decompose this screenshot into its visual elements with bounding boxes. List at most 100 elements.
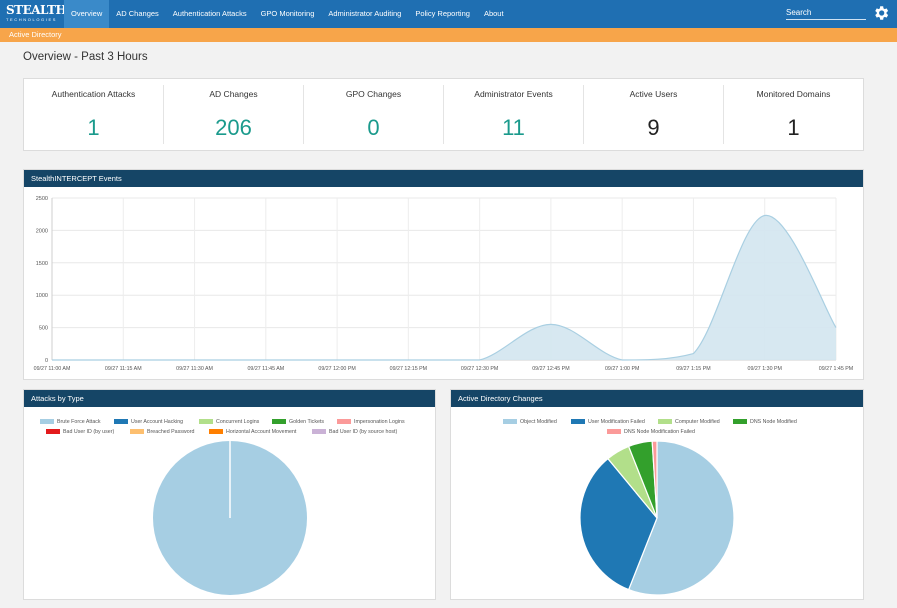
- legend-item-bad-user-id-host[interactable]: Bad User ID (by source host): [312, 429, 397, 435]
- page-title: Overview - Past 3 Hours: [23, 51, 148, 63]
- nav-administrator-auditing[interactable]: Administrator Auditing: [328, 9, 402, 18]
- attacks-panel: Attacks by Type Brute Force Attack User …: [23, 389, 436, 600]
- x-tick-label: 09/27 1:15 PM: [676, 366, 710, 372]
- stat-value: 206: [215, 115, 252, 140]
- panel-title: StealthINTERCEPT Events: [24, 170, 863, 187]
- y-tick-label: 500: [39, 326, 48, 332]
- stat-value: 11: [502, 115, 525, 140]
- main-nav: Overview AD Changes Authentication Attac…: [64, 0, 511, 28]
- legend-label: Breached Password: [147, 429, 195, 435]
- stat-monitored-domains[interactable]: Monitored Domains 1: [724, 85, 863, 144]
- legend-label: Concurrent Logins: [216, 419, 260, 425]
- legend-swatch: [199, 419, 213, 425]
- pie-slice-dns-node-modification-failed[interactable]: [651, 440, 658, 519]
- logo-subtext: TECHNOLOGIES: [6, 17, 57, 22]
- legend-item-breached-password[interactable]: Breached Password: [130, 429, 194, 435]
- events-panel: StealthINTERCEPT Events 0 500 1000 1500 2000…: [23, 169, 864, 380]
- nav-gpo-monitoring[interactable]: GPO Monitoring: [260, 9, 315, 18]
- legend-label: Horizontal Account Movement: [226, 429, 297, 435]
- x-tick-label: 09/27 1:30 PM: [748, 366, 782, 372]
- legend-item-golden-tickets[interactable]: Golden Tickets: [272, 419, 324, 425]
- legend-swatch: [312, 429, 326, 435]
- x-tick-label: 09/27 11:15 AM: [105, 366, 142, 372]
- ad-changes-panel: Active Directory Changes Object Modified…: [450, 389, 864, 600]
- stat-label: Monitored Domains: [756, 89, 831, 99]
- legend-swatch: [40, 419, 54, 425]
- legend-item-horizontal-account-movement[interactable]: Horizontal Account Movement: [209, 429, 296, 435]
- legend-swatch: [272, 419, 286, 425]
- x-tick-label: 09/27 12:45 PM: [532, 366, 569, 372]
- legend-label: Impersonation Logins: [354, 419, 405, 425]
- legend-swatch: [733, 419, 747, 425]
- events-area-chart[interactable]: 0 500 1000 1500 2000 2500 09/27 11:00 AM 09/27 …: [24, 188, 863, 380]
- events-line: [51, 214, 837, 361]
- stat-label: Administrator Events: [474, 89, 553, 99]
- legend-swatch: [114, 419, 128, 425]
- stats-summary: Authentication Attacks 1 AD Changes 206 …: [23, 78, 864, 151]
- legend-item-user-modification-failed[interactable]: User Modification Failed: [571, 419, 645, 425]
- x-tick-label: 09/27 11:00 AM: [34, 366, 71, 372]
- section-bar: Active Directory: [0, 28, 897, 42]
- stat-active-users[interactable]: Active Users 9: [584, 85, 724, 144]
- pie-slice-object-modified[interactable]: [627, 440, 735, 596]
- stat-label: AD Changes: [209, 89, 258, 99]
- legend-swatch: [337, 419, 351, 425]
- legend-swatch: [503, 419, 517, 425]
- nav-about[interactable]: About: [483, 9, 504, 18]
- legend-item-brute-force[interactable]: Brute Force Attack: [40, 419, 101, 425]
- legend-item-user-account-hacking[interactable]: User Account Hacking: [114, 419, 183, 425]
- gear-icon[interactable]: [872, 4, 890, 22]
- y-tick-label: 1000: [36, 293, 48, 299]
- search-input[interactable]: Search: [786, 7, 866, 20]
- stat-ad-changes[interactable]: AD Changes 206: [164, 85, 304, 144]
- stat-gpo-changes[interactable]: GPO Changes 0: [304, 85, 444, 144]
- stat-label: GPO Changes: [345, 89, 402, 99]
- legend-item-dns-node-modification-failed[interactable]: DNS Node Modification Failed: [607, 429, 695, 435]
- x-tick-label: 09/27 11:30 AM: [176, 366, 213, 372]
- legend-item-computer-modified[interactable]: Computer Modified: [658, 419, 720, 425]
- stat-label: Authentication Attacks: [51, 89, 136, 99]
- stat-value: 9: [647, 115, 660, 140]
- events-area: [52, 215, 836, 360]
- x-tick-label: 09/27 12:00 PM: [318, 366, 355, 372]
- x-tick-label: 09/27 11:45 AM: [247, 366, 284, 372]
- x-tick-label: 09/27 12:15 PM: [390, 366, 427, 372]
- attacks-legend: Brute Force Attack User Account Hacking …: [24, 412, 435, 442]
- legend-label: User Account Hacking: [131, 419, 184, 425]
- legend-label: Brute Force Attack: [57, 419, 101, 425]
- nav-authentication-attacks[interactable]: Authentication Attacks: [172, 9, 247, 18]
- legend-swatch: [607, 429, 621, 435]
- legend-item-concurrent-logins[interactable]: Concurrent Logins: [199, 419, 259, 425]
- legend-label: DNS Node Modification Failed: [624, 429, 695, 435]
- attacks-pie-chart[interactable]: [24, 438, 435, 598]
- legend-label: Bad User ID (by source host): [329, 429, 398, 435]
- section-label[interactable]: Active Directory: [9, 30, 62, 39]
- x-tick-label: 09/27 1:45 PM: [819, 366, 853, 372]
- nav-ad-changes[interactable]: AD Changes: [116, 9, 159, 18]
- y-tick-label: 1500: [36, 261, 48, 267]
- ad-changes-pie-chart[interactable]: [451, 438, 863, 598]
- legend-item-dns-node-modified[interactable]: DNS Node Modified: [733, 419, 797, 425]
- y-tick-label: 0: [45, 358, 48, 364]
- pie-slice-user-modification-failed[interactable]: [579, 457, 658, 591]
- stat-authentication-attacks[interactable]: Authentication Attacks 1: [24, 85, 164, 144]
- legend-label: Bad User ID (by user): [63, 429, 115, 435]
- nav-overview[interactable]: Overview: [64, 0, 110, 28]
- y-tick-label: 2500: [36, 196, 48, 202]
- legend-swatch: [209, 429, 223, 435]
- stealthbits-logo[interactable]: STEALTHbits TECHNOLOGIES: [6, 3, 90, 26]
- legend-label: DNS Node Modified: [750, 419, 797, 425]
- legend-item-impersonation-logins[interactable]: Impersonation Logins: [337, 419, 405, 425]
- panel-title: Attacks by Type: [24, 390, 435, 407]
- stat-administrator-events[interactable]: Administrator Events 11: [444, 85, 584, 144]
- legend-item-object-modified[interactable]: Object Modified: [503, 419, 557, 425]
- y-tick-label: 2000: [36, 228, 48, 234]
- top-nav-bar: STEALTHbits TECHNOLOGIES Overview AD Cha…: [0, 0, 897, 28]
- legend-item-bad-user-id-user[interactable]: Bad User ID (by user): [46, 429, 114, 435]
- logo-text: STEALTHbits: [6, 3, 90, 17]
- stat-label: Active Users: [629, 89, 678, 99]
- legend-swatch: [658, 419, 672, 425]
- legend-label: Computer Modified: [675, 419, 720, 425]
- nav-policy-reporting[interactable]: Policy Reporting: [415, 9, 470, 18]
- legend-swatch: [571, 419, 585, 425]
